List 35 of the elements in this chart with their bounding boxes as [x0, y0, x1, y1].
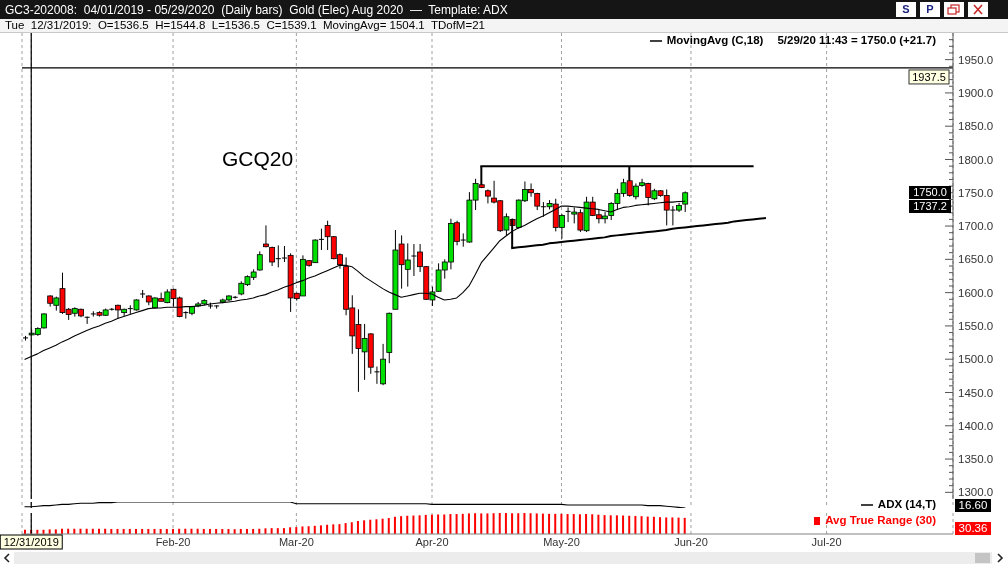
y-tick-label: 1700.0	[958, 220, 994, 233]
text: GCQ20	[222, 147, 294, 171]
y-tick-label: 1850.0	[958, 120, 994, 133]
annotation: 5/29/20 11:43 = 1750.0 (+21.7)	[777, 34, 936, 47]
y-tick-label: 1750.0	[958, 186, 994, 199]
chart-subtitle: GC3-202008: 04/01/2019 - 05/29/2020 (Daily bars) Gold (Elec) Aug 2020 — Template: ADX	[5, 3, 508, 17]
ref-line-label: 1937.5	[912, 70, 946, 83]
y-tick-label: 1950.0	[958, 53, 994, 66]
y-tick-label: 1900.0	[958, 86, 994, 99]
text: S	[896, 2, 916, 17]
y-tick-label: 1650.0	[958, 253, 994, 266]
text: 16.60	[955, 499, 991, 512]
x-tick-label: 12/31/2019	[3, 535, 59, 548]
y-tick-label: 1800.0	[958, 153, 994, 166]
x-tick-label: May-20	[543, 535, 580, 548]
text: 30.36	[955, 522, 991, 535]
x-tick-label: Jun-20	[674, 535, 708, 548]
y-tick-label: 1550.0	[958, 319, 994, 332]
y-tick-label: 1400.0	[958, 419, 994, 432]
legend-label: Avg True Range (30)	[824, 514, 936, 527]
legend-label: MovingAvg (C,18)	[665, 34, 764, 47]
x-tick-label: Feb-20	[155, 535, 191, 548]
legend-label: ADX (14,T)	[876, 498, 936, 511]
y-tick-label: 1300.0	[958, 486, 994, 499]
x-tick-label: Mar-20	[278, 535, 314, 548]
text: Tue 12/31/2019: O=1536.5 H=1544.8 L=1536.5 C=1539.1 MovingAvg= 1504.1 TDofM=21	[5, 19, 485, 32]
text: P	[920, 2, 940, 17]
x-tick-label: Jul-20	[811, 535, 842, 548]
y-tick-label: 1350.0	[958, 453, 994, 466]
y-tick-label: 1600.0	[958, 286, 994, 299]
annotation: 1750.0	[909, 186, 951, 199]
y-tick-label: 1450.0	[958, 386, 994, 399]
x-tick-label: Apr-20	[415, 535, 449, 548]
y-tick-label: 1500.0	[958, 353, 994, 366]
annotation: 1737.2	[909, 200, 951, 213]
